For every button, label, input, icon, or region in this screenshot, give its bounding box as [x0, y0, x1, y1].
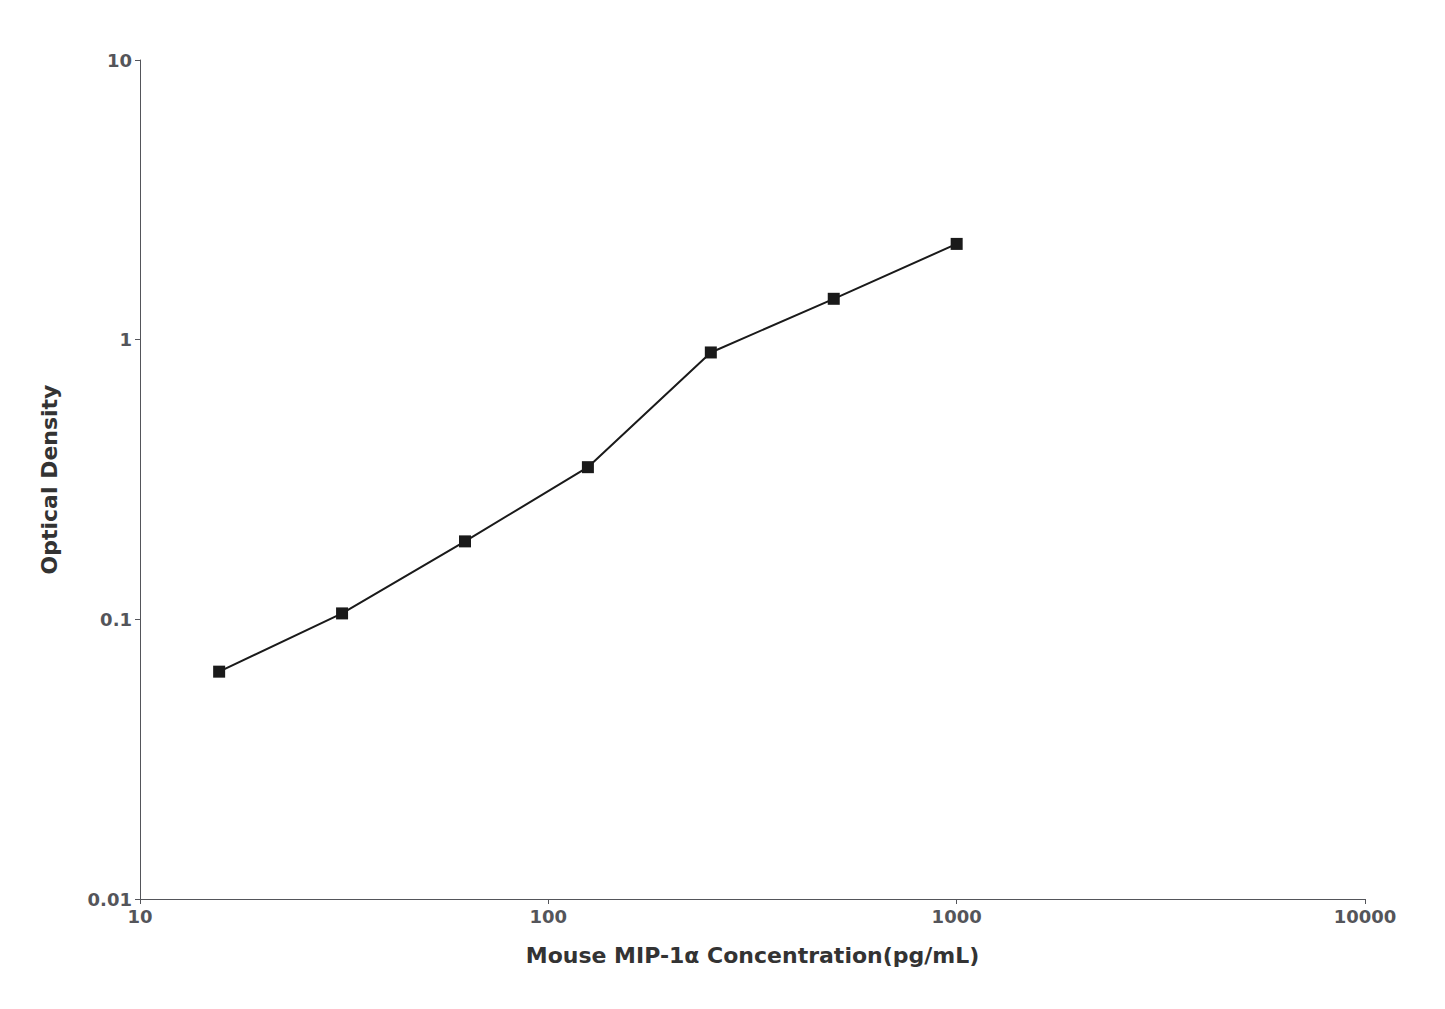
svg-text:Optical Density: Optical Density — [37, 385, 62, 575]
svg-text:0.1: 0.1 — [100, 609, 132, 630]
svg-text:100: 100 — [530, 906, 568, 927]
svg-text:1: 1 — [119, 329, 132, 350]
svg-text:10: 10 — [127, 906, 152, 927]
svg-text:1000: 1000 — [932, 906, 982, 927]
svg-text:Mouse MIP-1α Concentration(pg/: Mouse MIP-1α Concentration(pg/mL) — [526, 943, 980, 968]
svg-text:10000: 10000 — [1334, 906, 1397, 927]
svg-text:10: 10 — [107, 50, 132, 71]
svg-text:0.01: 0.01 — [88, 889, 132, 910]
